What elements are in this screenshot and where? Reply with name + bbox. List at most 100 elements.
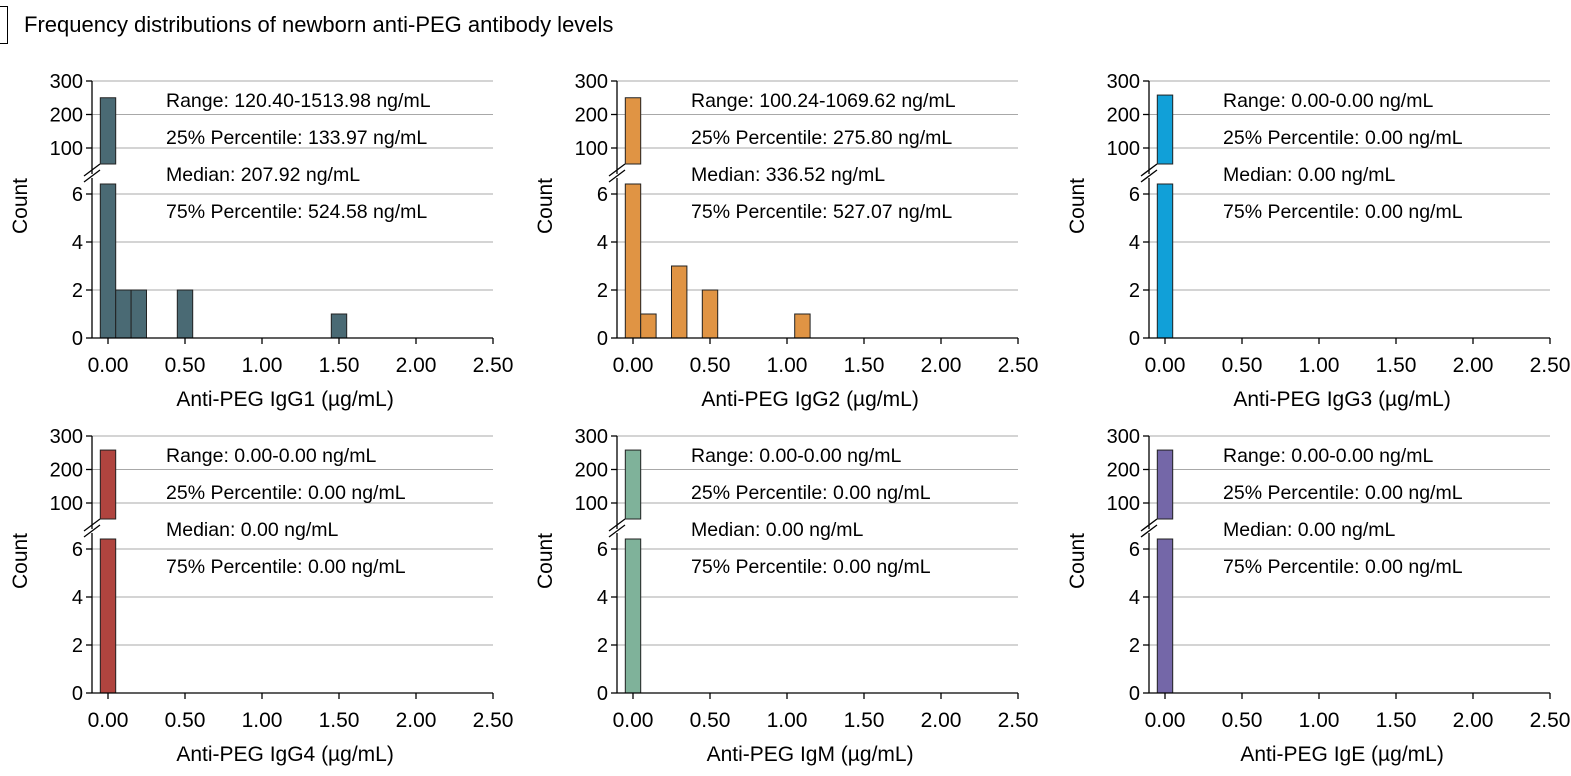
histogram-bar: [624, 449, 642, 520]
x-tick-label: 1.00: [1299, 709, 1340, 732]
y-tick-label: 0: [72, 683, 83, 705]
y-tick-label: 100: [575, 138, 608, 160]
histogram-bar: [176, 289, 194, 339]
x-axis-label: Anti-PEG IgE (µg/mL): [1240, 743, 1444, 766]
y-tick-label: 6: [597, 539, 608, 561]
x-tick-label: 1.50: [319, 354, 360, 377]
y-tick-label: 0: [597, 683, 608, 705]
axis-break-mark: [83, 524, 101, 538]
stat-annotation: Range: 0.00-0.00 ng/mL: [691, 445, 901, 467]
x-tick-label: 0.50: [1222, 354, 1263, 377]
y-axis-label: Count: [9, 178, 32, 234]
x-tick-label: 2.50: [998, 354, 1039, 377]
y-tick-label: 0: [597, 328, 608, 350]
histogram-bar: [624, 97, 642, 165]
x-axis-label: Anti-PEG IgG2 (µg/mL): [701, 388, 919, 411]
x-tick-label: 0.00: [613, 709, 654, 732]
panel-2: 0 2 4 6 100 200 300 0.00 0.50 1.00 1.50 2.00 2.50 Ant…: [534, 71, 1038, 411]
stat-annotation: Range: 120.40-1513.98 ng/mL: [166, 90, 431, 112]
histogram-bar: [701, 289, 719, 339]
x-tick-label: 2.00: [396, 709, 437, 732]
panel-4: 0 2 4 6 100 200 300 0.00 0.50 1.00 1.50 2.00 2.50 Ant…: [9, 426, 513, 766]
y-tick-label: 300: [50, 426, 83, 448]
panel-5: 0 2 4 6 100 200 300 0.00 0.50 1.00 1.50 2.00 2.50 Ant…: [534, 426, 1038, 766]
y-tick-label: 200: [50, 105, 83, 127]
axis-break-mark: [83, 169, 101, 183]
y-tick-label: 100: [50, 493, 83, 515]
histogram-bar: [794, 313, 811, 339]
y-tick-label: 200: [1107, 105, 1140, 127]
stat-annotation: 25% Percentile: 0.00 ng/mL: [1223, 127, 1463, 149]
x-tick-label: 0.00: [1145, 354, 1186, 377]
x-tick-label: 0.50: [1222, 709, 1263, 732]
histogram-bar: [1156, 94, 1174, 165]
x-tick-label: 2.50: [1530, 709, 1571, 732]
axis-break-mark: [1140, 524, 1158, 538]
y-tick-label: 4: [1129, 232, 1140, 254]
stat-annotation: Median: 0.00 ng/mL: [1223, 164, 1396, 186]
histogram-bar: [99, 538, 117, 694]
x-tick-label: 0.50: [690, 354, 731, 377]
stat-annotation: Median: 207.92 ng/mL: [166, 164, 360, 186]
x-axis-label: Anti-PEG IgM (µg/mL): [707, 743, 914, 766]
stat-annotation: 25% Percentile: 0.00 ng/mL: [166, 482, 406, 504]
y-tick-label: 200: [575, 460, 608, 482]
histogram-bar: [1156, 449, 1174, 520]
x-tick-label: 2.50: [473, 354, 514, 377]
x-tick-label: 1.00: [767, 709, 808, 732]
axis-break-mark: [608, 169, 626, 183]
x-tick-label: 0.00: [88, 354, 129, 377]
x-tick-label: 1.50: [319, 709, 360, 732]
y-axis-label: Count: [1066, 533, 1089, 589]
panel-3: 0 2 4 6 100 200 300 0.00 0.50 1.00 1.50 2.00 2.50 Ant…: [1066, 71, 1570, 411]
y-tick-label: 100: [1107, 493, 1140, 515]
histogram-bar: [671, 265, 688, 339]
stat-annotation: 25% Percentile: 133.97 ng/mL: [166, 127, 427, 149]
stat-annotation: 75% Percentile: 0.00 ng/mL: [691, 556, 931, 578]
x-tick-label: 2.50: [1530, 354, 1571, 377]
x-tick-label: 2.00: [921, 709, 962, 732]
histogram-bar: [640, 313, 657, 339]
x-tick-label: 1.50: [1376, 709, 1417, 732]
y-tick-label: 0: [72, 328, 83, 350]
y-axis-label: Count: [534, 178, 557, 234]
x-tick-label: 0.50: [165, 709, 206, 732]
panel-6: 0 2 4 6 100 200 300 0.00 0.50 1.00 1.50 2.00 2.50 Ant…: [1066, 426, 1570, 766]
y-tick-label: 300: [1107, 426, 1140, 448]
histogram-bar: [130, 289, 148, 339]
stat-annotation: 75% Percentile: 0.00 ng/mL: [166, 556, 406, 578]
x-axis-label: Anti-PEG IgG4 (µg/mL): [176, 743, 394, 766]
y-tick-label: 2: [1129, 280, 1140, 302]
x-tick-label: 0.50: [165, 354, 206, 377]
y-tick-label: 6: [72, 184, 83, 206]
x-tick-label: 2.00: [1453, 709, 1494, 732]
stat-annotation: Median: 0.00 ng/mL: [1223, 519, 1396, 541]
axis-break-mark: [608, 518, 626, 532]
x-tick-label: 0.00: [88, 709, 129, 732]
panel-1: 0 2 4 6 100 200 300 0.00 0.50 1.00 1.50 2.00 2.50 Ant…: [9, 71, 513, 411]
x-axis-label: Anti-PEG IgG3 (µg/mL): [1233, 388, 1451, 411]
y-tick-label: 2: [72, 635, 83, 657]
y-tick-label: 300: [50, 71, 83, 93]
y-tick-label: 6: [72, 539, 83, 561]
y-tick-label: 200: [575, 105, 608, 127]
x-tick-label: 1.00: [1299, 354, 1340, 377]
axis-break-mark: [1140, 163, 1158, 177]
x-tick-label: 1.50: [1376, 354, 1417, 377]
stat-annotation: Median: 336.52 ng/mL: [691, 164, 885, 186]
x-tick-label: 1.00: [242, 709, 283, 732]
stat-annotation: 25% Percentile: 275.80 ng/mL: [691, 127, 952, 149]
stat-annotation: Range: 0.00-0.00 ng/mL: [1223, 445, 1433, 467]
axis-break-mark: [83, 518, 101, 532]
y-tick-label: 4: [72, 232, 83, 254]
axis-break-mark: [83, 163, 101, 177]
histogram-bar: [1156, 183, 1174, 339]
y-tick-label: 100: [1107, 138, 1140, 160]
histogram-bar: [99, 183, 117, 339]
y-tick-label: 4: [597, 232, 608, 254]
x-tick-label: 1.50: [844, 354, 885, 377]
y-tick-label: 0: [1129, 683, 1140, 705]
y-tick-label: 200: [50, 460, 83, 482]
y-tick-label: 0: [1129, 328, 1140, 350]
histogram-bar: [99, 449, 117, 520]
